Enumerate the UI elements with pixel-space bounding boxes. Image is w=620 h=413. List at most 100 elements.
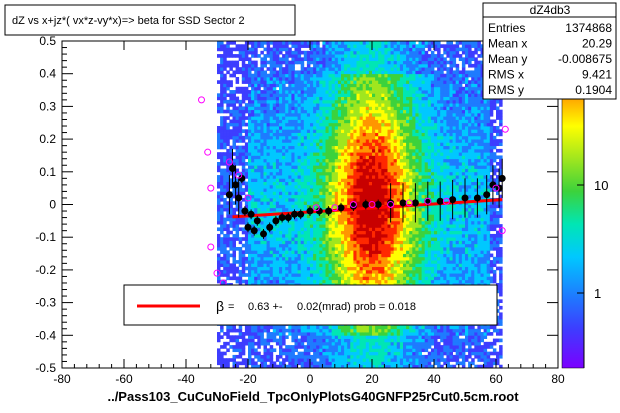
heatmap-cell xyxy=(359,361,364,366)
heatmap-cell xyxy=(325,106,329,111)
heatmap-cell xyxy=(359,112,364,117)
heatmap-cell xyxy=(288,106,292,111)
heatmap-cell xyxy=(275,168,280,173)
heatmap-cell xyxy=(269,103,274,107)
heatmap-cell xyxy=(226,361,230,366)
heatmap-cell xyxy=(254,161,258,166)
heatmap-cell xyxy=(294,132,298,137)
heatmap-cell xyxy=(260,341,264,346)
heatmap-cell xyxy=(232,47,236,52)
heatmap-cell xyxy=(316,197,320,202)
heatmap-cell xyxy=(285,135,289,140)
heatmap-cell xyxy=(378,126,382,130)
heatmap-cell xyxy=(316,145,320,150)
heatmap-cell xyxy=(316,47,320,52)
heatmap-cell xyxy=(285,93,289,97)
heatmap-cell xyxy=(300,328,305,333)
heatmap-cell xyxy=(350,57,354,62)
heatmap-cell xyxy=(341,135,345,140)
heatmap-cell xyxy=(300,250,305,254)
heatmap-cell xyxy=(319,351,323,356)
heatmap-cell xyxy=(266,83,271,88)
heatmap-cell xyxy=(378,237,382,241)
heatmap-cell xyxy=(223,332,227,336)
heatmap-cell xyxy=(269,247,274,251)
heatmap-cell xyxy=(220,67,224,71)
heatmap-cell xyxy=(313,83,317,88)
heatmap-cell xyxy=(350,325,354,330)
heatmap-cell xyxy=(362,214,367,218)
heatmap-cell xyxy=(241,332,246,336)
heatmap-cell xyxy=(269,165,274,169)
heatmap-cell xyxy=(217,214,221,218)
heatmap-cell xyxy=(344,139,348,143)
heatmap-cell xyxy=(362,112,367,117)
heatmap-cell xyxy=(291,148,295,153)
heatmap-cell xyxy=(372,194,376,199)
heatmap-cell xyxy=(260,148,264,153)
heatmap-cell xyxy=(266,351,271,356)
heatmap-cell xyxy=(272,276,277,281)
heatmap-cell xyxy=(229,243,233,248)
heatmap-cell xyxy=(347,230,351,235)
heatmap-cell xyxy=(334,155,339,160)
heatmap-cell xyxy=(285,99,289,104)
heatmap-cell xyxy=(331,358,336,362)
heatmap-cell xyxy=(229,129,233,133)
heatmap-cell xyxy=(337,201,342,205)
heatmap-cell xyxy=(263,184,267,189)
heatmap-cell xyxy=(285,191,289,196)
heatmap-cell xyxy=(223,256,227,261)
heatmap-cell xyxy=(331,178,336,183)
heatmap-cell xyxy=(368,73,373,78)
heatmap-cell xyxy=(353,260,357,264)
heatmap-cell xyxy=(300,44,305,48)
heatmap-cell xyxy=(254,67,258,71)
heatmap-cell xyxy=(316,348,320,353)
heatmap-cell xyxy=(217,96,221,101)
heatmap-cell xyxy=(282,279,286,284)
heatmap-cell xyxy=(375,119,379,124)
heatmap-cell xyxy=(248,250,252,254)
heatmap-cell xyxy=(235,247,240,251)
heatmap-cell xyxy=(232,116,236,120)
heatmap-cell xyxy=(269,240,274,245)
heatmap-cell xyxy=(266,50,271,55)
heatmap-cell xyxy=(248,204,252,209)
heatmap-cell xyxy=(328,116,333,120)
heatmap-cell xyxy=(282,332,286,336)
heatmap-cell xyxy=(285,73,289,78)
heatmap-cell xyxy=(337,191,342,196)
heatmap-cell xyxy=(334,148,339,153)
heatmap-cell xyxy=(229,109,233,114)
heatmap-cell xyxy=(251,96,255,101)
heatmap-cell xyxy=(378,364,382,368)
heatmap-cell xyxy=(279,63,283,68)
heatmap-cell xyxy=(275,158,280,163)
heatmap-cell xyxy=(344,214,348,218)
heatmap-cell xyxy=(375,338,379,343)
heatmap-cell xyxy=(279,201,283,205)
heatmap-cell xyxy=(303,50,308,55)
heatmap-cell xyxy=(325,70,329,75)
heatmap-cell xyxy=(303,338,308,343)
heatmap-cell xyxy=(223,171,227,176)
heatmap-cell xyxy=(310,217,314,222)
heatmap-cell xyxy=(257,148,261,153)
heatmap-cell xyxy=(279,171,283,176)
heatmap-cell xyxy=(285,70,289,75)
heatmap-cell xyxy=(350,126,354,130)
heatmap-cell xyxy=(263,263,267,268)
heatmap-cell xyxy=(365,335,370,339)
heatmap-cell xyxy=(322,188,326,192)
heatmap-cell xyxy=(248,139,252,143)
heatmap-cell xyxy=(282,188,286,192)
heatmap-cell xyxy=(306,194,311,199)
heatmap-cell xyxy=(285,86,289,91)
heatmap-cell xyxy=(300,341,305,346)
heatmap-cell xyxy=(266,266,271,271)
heatmap-cell xyxy=(347,158,351,163)
heatmap-cell xyxy=(266,129,271,133)
heatmap-cell xyxy=(291,145,295,150)
heatmap-cell xyxy=(282,237,286,241)
